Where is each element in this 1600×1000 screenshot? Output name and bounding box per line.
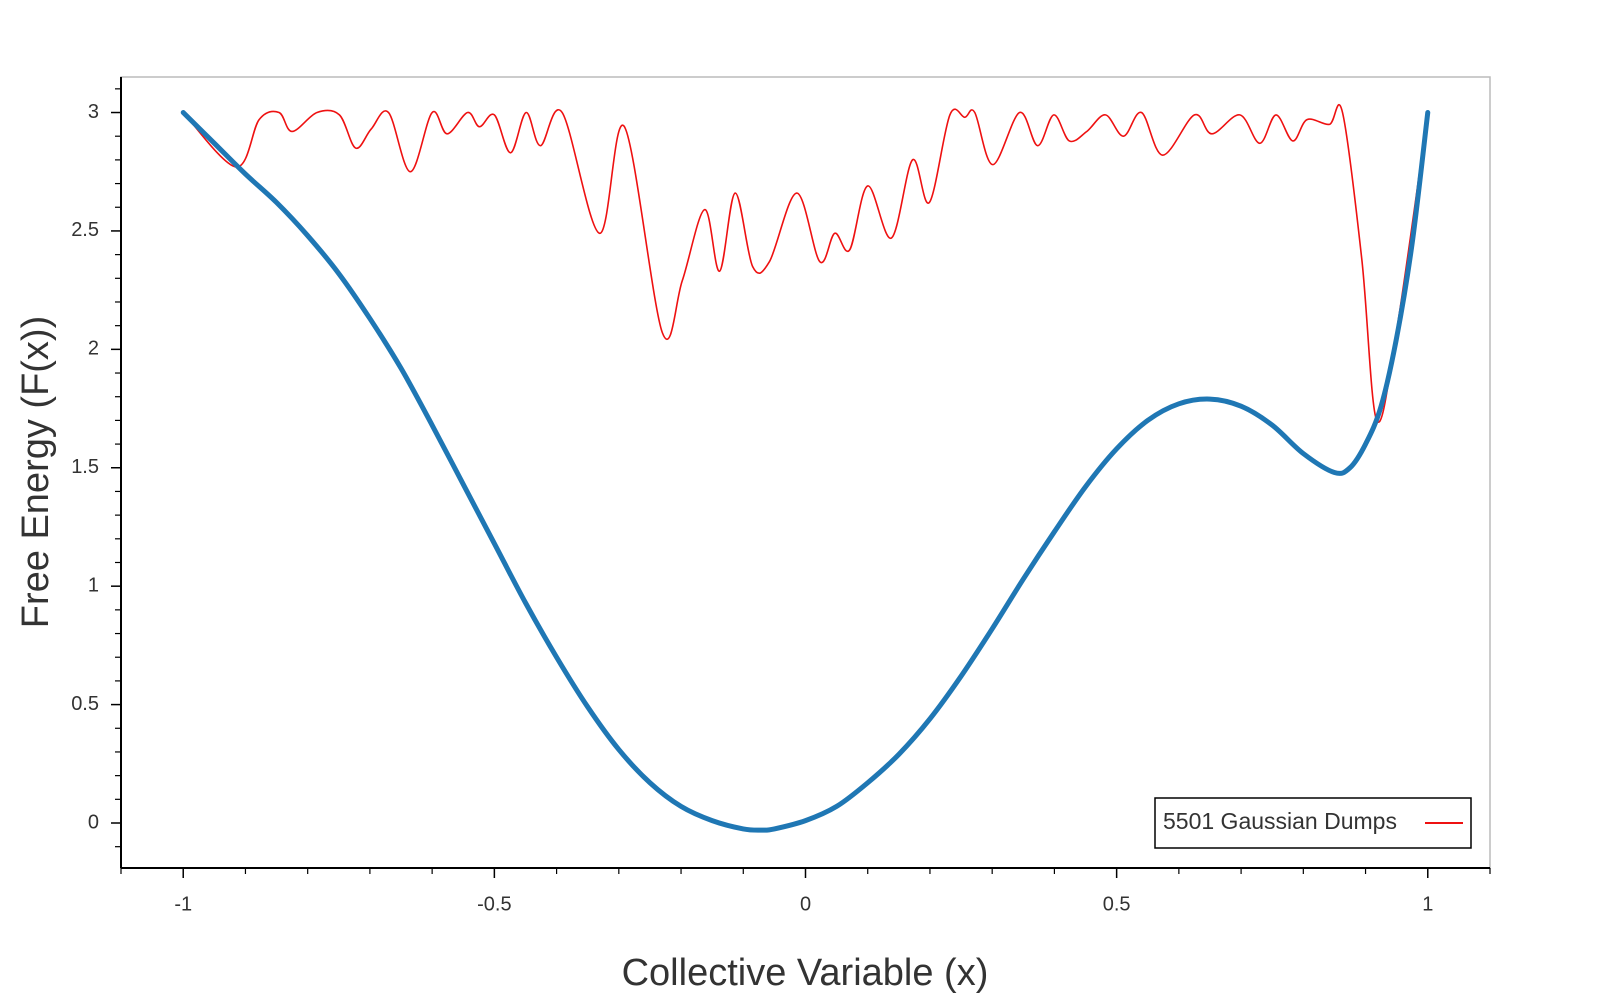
legend-label: 5501 Gaussian Dumps bbox=[1163, 808, 1397, 834]
y-tick-label: 1 bbox=[88, 574, 99, 596]
x-tick-label: 1 bbox=[1422, 893, 1433, 915]
plot-frame bbox=[120, 76, 1491, 869]
y-tick-label: 2 bbox=[88, 338, 99, 360]
x-tick-label: -0.5 bbox=[477, 893, 511, 915]
x-tick-label: 0.5 bbox=[1103, 893, 1131, 915]
x-axis-label: Collective Variable (x) bbox=[622, 952, 989, 994]
data-line bbox=[180, 110, 1431, 833]
data-line bbox=[182, 103, 1429, 423]
y-axis-label: Free Energy (F(x)) bbox=[15, 316, 57, 628]
x-tick-label: 0 bbox=[800, 893, 811, 915]
y-tick-label: 3 bbox=[88, 101, 99, 123]
y-tick-label: 1.5 bbox=[71, 456, 99, 478]
y-tick-label: 0 bbox=[88, 811, 99, 833]
legend-box bbox=[1154, 797, 1472, 849]
x-tick-label: -1 bbox=[174, 893, 192, 915]
y-tick-label: 0.5 bbox=[71, 693, 99, 715]
y-tick-label: 2.5 bbox=[71, 219, 99, 241]
